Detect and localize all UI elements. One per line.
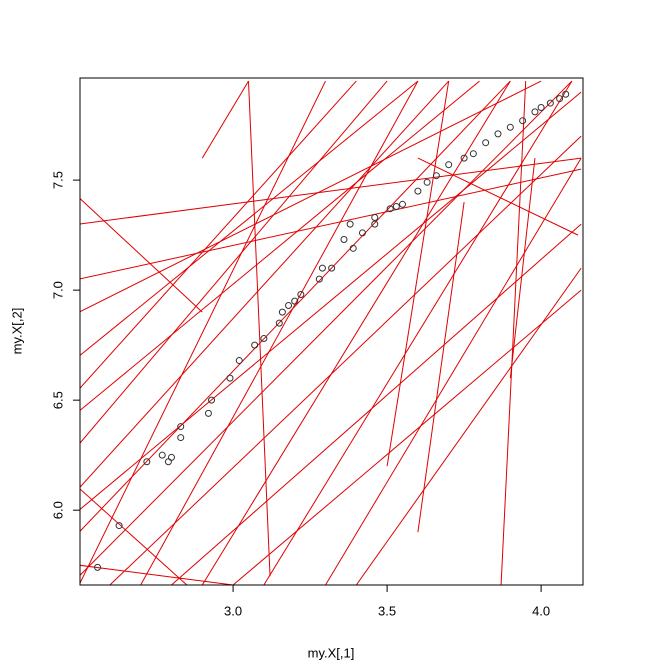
- y-tick-label: 7.0: [50, 281, 65, 299]
- point: [260, 335, 268, 343]
- y-axis-label: my.X[,2]: [9, 308, 24, 355]
- y-tick-label: 6.5: [50, 391, 65, 409]
- point: [177, 434, 185, 442]
- fitted-line: [80, 80, 511, 532]
- point: [328, 264, 336, 272]
- fitted-line: [80, 80, 450, 488]
- fitted-line: [171, 223, 582, 585]
- fitted-line: [247, 81, 271, 577]
- point: [494, 130, 502, 138]
- point: [531, 108, 539, 116]
- point: [349, 244, 357, 252]
- point: [546, 99, 554, 107]
- point: [562, 90, 570, 98]
- point: [445, 161, 453, 169]
- fitted-line: [80, 168, 582, 280]
- point: [346, 220, 354, 228]
- fitted-line: [80, 157, 582, 225]
- point: [371, 214, 379, 222]
- point: [251, 341, 259, 349]
- point: [143, 458, 151, 466]
- point: [340, 236, 348, 244]
- fitted-line: [80, 80, 480, 412]
- x-tick-label: 3.0: [224, 603, 242, 618]
- point: [392, 203, 400, 211]
- point: [208, 396, 216, 404]
- point: [115, 522, 123, 530]
- fitted-line: [386, 81, 450, 467]
- point: [371, 220, 379, 228]
- points: [94, 90, 570, 571]
- point: [506, 123, 514, 131]
- point: [297, 291, 305, 299]
- point: [158, 451, 166, 459]
- point: [291, 297, 299, 305]
- fitted-line: [80, 197, 203, 313]
- fitted-line: [80, 80, 357, 389]
- point: [94, 563, 102, 571]
- point: [469, 150, 477, 158]
- point: [386, 205, 394, 213]
- point: [226, 374, 234, 382]
- fitted-line: [80, 564, 234, 585]
- point: [315, 275, 323, 283]
- fitted-line: [201, 80, 249, 159]
- y-tick-label: 6.0: [50, 501, 65, 519]
- point: [482, 139, 490, 147]
- fitted-line: [80, 488, 188, 585]
- fitted-line: [355, 267, 582, 585]
- point: [285, 302, 293, 310]
- fitted-line: [417, 157, 579, 236]
- point: [460, 154, 468, 162]
- point: [235, 357, 243, 365]
- point: [556, 95, 564, 103]
- x-axis-label: my.X[,1]: [308, 645, 355, 660]
- fitted-line: [263, 80, 573, 585]
- fitted-line: [109, 135, 582, 585]
- fitted-line: [417, 202, 465, 533]
- point: [519, 117, 527, 125]
- point: [358, 229, 366, 237]
- point: [398, 200, 406, 208]
- fitted-line: [140, 80, 419, 585]
- point: [275, 319, 283, 327]
- fitted-lines: [80, 80, 582, 585]
- fitted-line: [509, 158, 536, 379]
- x-tick-label: 4.0: [532, 603, 550, 618]
- fitted-line: [80, 80, 542, 313]
- point: [167, 453, 175, 461]
- fitted-line: [80, 80, 326, 585]
- fitted-line: [80, 80, 388, 444]
- point: [278, 308, 286, 316]
- fitted-line: [201, 80, 511, 585]
- point: [318, 264, 326, 272]
- point: [423, 178, 431, 186]
- fitted-line: [80, 80, 573, 576]
- plot-frame: [79, 77, 584, 586]
- fitted-line: [325, 157, 582, 585]
- point: [432, 172, 440, 180]
- point: [204, 409, 212, 417]
- point: [177, 423, 185, 431]
- fitted-line: [80, 80, 419, 357]
- fitted-line: [500, 81, 527, 585]
- point: [537, 103, 545, 111]
- fitted-line: [232, 289, 582, 585]
- point: [414, 187, 422, 195]
- fitted-line: [80, 91, 582, 511]
- y-tick-label: 7.5: [50, 171, 65, 189]
- x-tick-label: 3.5: [378, 603, 396, 618]
